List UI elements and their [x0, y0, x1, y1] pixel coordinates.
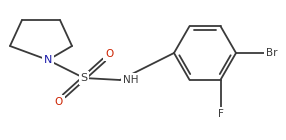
Text: F: F — [218, 109, 223, 119]
Text: O: O — [105, 49, 113, 59]
Text: N: N — [44, 55, 52, 65]
Text: NH: NH — [123, 75, 138, 85]
Text: O: O — [55, 97, 63, 107]
Text: S: S — [80, 73, 88, 83]
Text: Br: Br — [266, 48, 277, 58]
